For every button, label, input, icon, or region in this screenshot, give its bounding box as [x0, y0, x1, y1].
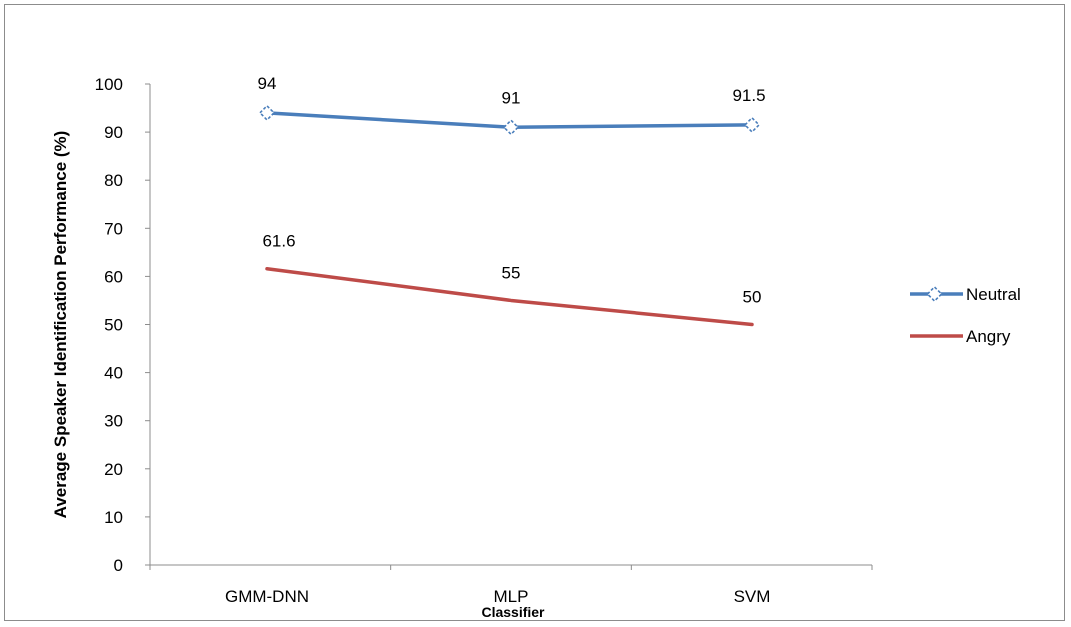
data-label-neutral: 91: [502, 88, 521, 107]
data-label-neutral: 94: [258, 74, 277, 93]
y-tick-label: 90: [104, 123, 123, 142]
series-line-angry: [265, 266, 754, 327]
x-tick-label: SVM: [734, 587, 771, 606]
x-tick-label: MLP: [494, 587, 529, 606]
chart-frame: [4, 4, 1065, 621]
y-tick-label: 0: [114, 556, 123, 575]
data-label-angry: 61.6: [262, 232, 295, 251]
legend-label-neutral: Neutral: [966, 285, 1021, 304]
y-tick-label: 70: [104, 219, 123, 238]
y-tick-label: 80: [104, 171, 123, 190]
x-axis-title: Classifier: [481, 604, 545, 620]
y-axis-title: Average Speaker Identification Performan…: [51, 131, 70, 519]
data-label-angry: 50: [743, 288, 762, 307]
y-tick-label: 40: [104, 364, 123, 383]
data-label-neutral: 91.5: [732, 86, 765, 105]
data-point-neutral[interactable]: [258, 104, 276, 121]
legend-label-angry: Angry: [966, 327, 1011, 346]
data-point-neutral[interactable]: [743, 116, 761, 134]
y-tick-label: 30: [104, 412, 123, 431]
data-label-angry: 55: [502, 263, 521, 282]
y-tick-label: 100: [95, 75, 123, 94]
y-tick-label: 10: [104, 508, 123, 527]
legend-marker-neutral: [926, 285, 943, 303]
y-tick-label: 20: [104, 460, 123, 479]
y-tick-label: 60: [104, 267, 123, 286]
y-tick-label: 50: [104, 316, 123, 335]
x-tick-label: GMM-DNN: [225, 587, 309, 606]
data-point-neutral[interactable]: [502, 119, 520, 136]
